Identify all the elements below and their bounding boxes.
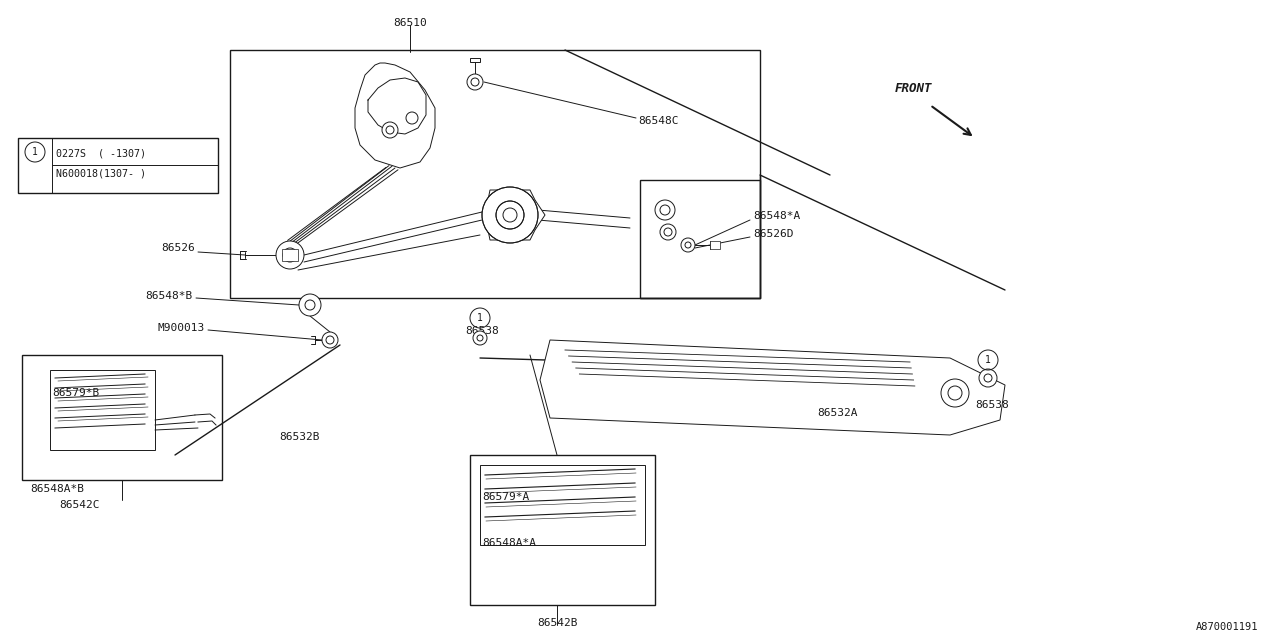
Circle shape bbox=[474, 331, 486, 345]
Text: 86548A*B: 86548A*B bbox=[29, 484, 84, 494]
Text: 0227S  ( -1307): 0227S ( -1307) bbox=[56, 148, 146, 158]
Text: N600018(1307- ): N600018(1307- ) bbox=[56, 168, 146, 178]
Bar bbox=[230, 50, 760, 298]
Circle shape bbox=[300, 294, 321, 316]
Text: 86579*B: 86579*B bbox=[52, 388, 100, 398]
Text: 86579*A: 86579*A bbox=[483, 492, 529, 502]
Text: 86526D: 86526D bbox=[753, 229, 794, 239]
Bar bbox=[470, 455, 655, 605]
Bar bbox=[22, 355, 221, 480]
Circle shape bbox=[323, 332, 338, 348]
Polygon shape bbox=[485, 190, 545, 240]
Circle shape bbox=[655, 200, 675, 220]
Text: 86532A: 86532A bbox=[818, 408, 859, 418]
Text: 1: 1 bbox=[986, 355, 991, 365]
Text: FRONT: FRONT bbox=[895, 81, 933, 95]
Text: 86542B: 86542B bbox=[536, 618, 577, 628]
Circle shape bbox=[497, 201, 524, 229]
Polygon shape bbox=[540, 340, 1005, 435]
Circle shape bbox=[681, 238, 695, 252]
Text: 86510: 86510 bbox=[393, 18, 426, 28]
Polygon shape bbox=[355, 63, 435, 168]
Bar bbox=[50, 370, 155, 450]
Polygon shape bbox=[282, 249, 298, 261]
Text: 86548A*A: 86548A*A bbox=[483, 538, 536, 548]
Text: M900013: M900013 bbox=[157, 323, 205, 333]
Bar bbox=[18, 138, 218, 193]
Text: 86548*B: 86548*B bbox=[146, 291, 193, 301]
Circle shape bbox=[979, 369, 997, 387]
Text: 86548*A: 86548*A bbox=[753, 211, 800, 221]
Circle shape bbox=[660, 224, 676, 240]
Text: A870001191: A870001191 bbox=[1196, 622, 1258, 632]
Circle shape bbox=[276, 241, 305, 269]
Circle shape bbox=[941, 379, 969, 407]
Circle shape bbox=[483, 187, 538, 243]
Text: 1: 1 bbox=[32, 147, 38, 157]
Polygon shape bbox=[470, 58, 480, 62]
Text: 86548C: 86548C bbox=[637, 116, 678, 126]
Circle shape bbox=[381, 122, 398, 138]
Polygon shape bbox=[710, 241, 719, 249]
Text: 86532B: 86532B bbox=[280, 432, 320, 442]
Text: 86542C: 86542C bbox=[60, 500, 100, 510]
Circle shape bbox=[467, 74, 483, 90]
Text: 86526: 86526 bbox=[161, 243, 195, 253]
Bar bbox=[640, 180, 760, 298]
Text: 86538: 86538 bbox=[975, 400, 1009, 410]
Circle shape bbox=[406, 112, 419, 124]
Bar bbox=[480, 465, 645, 545]
Text: 86538: 86538 bbox=[465, 326, 499, 336]
Text: 1: 1 bbox=[477, 313, 483, 323]
